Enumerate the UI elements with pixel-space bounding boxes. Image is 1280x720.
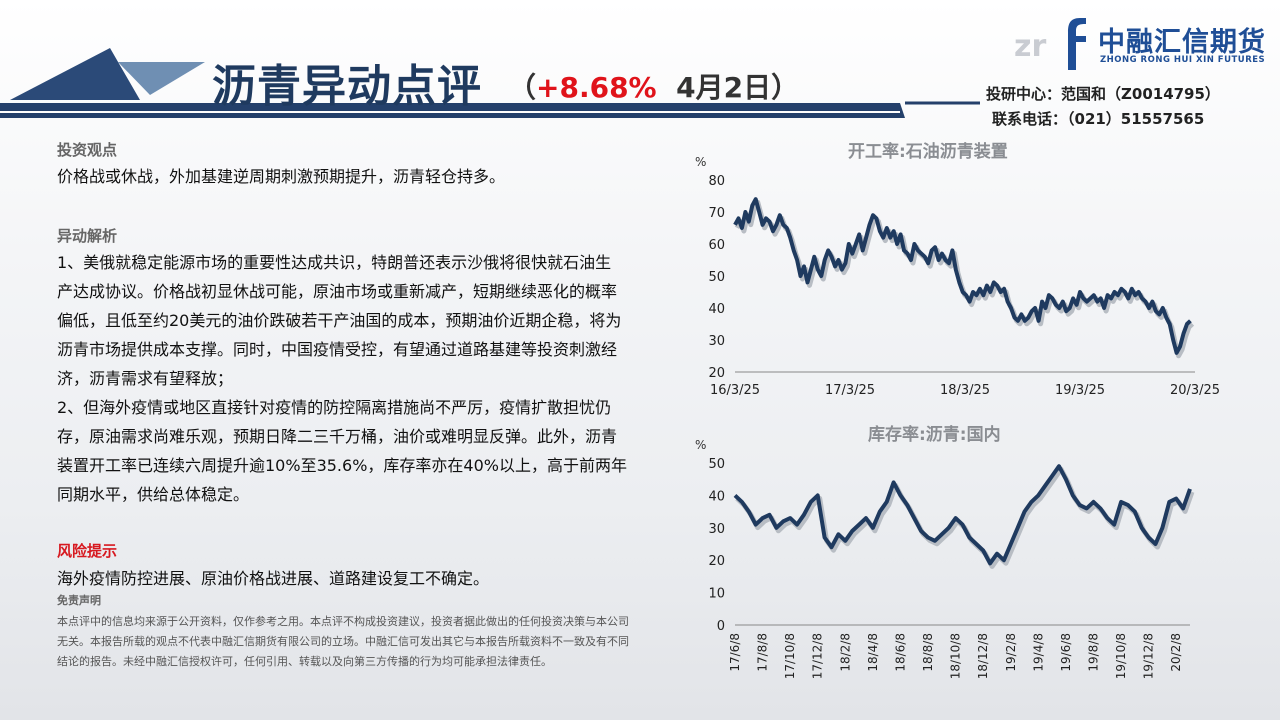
chart2-xtick: 18/2/8 xyxy=(838,633,852,672)
chart2-title: 库存率:沥青:国内 xyxy=(868,425,1001,445)
view-heading: 投资观点 xyxy=(57,141,118,159)
chart-inventory-rate: % 0 10 20 30 40 50 17/6/8 17/8/8 17/10/8 17/12/8 18… xyxy=(695,438,1195,679)
analysis-heading: 异动解析 xyxy=(57,227,118,245)
phone-line: 联系电话：（021）51557565 xyxy=(992,110,1205,128)
subtitle-close: ） xyxy=(771,71,800,104)
svg-text:zr: zr xyxy=(1014,29,1046,64)
chart2-xtick: 17/8/8 xyxy=(756,633,770,672)
chart2-xtick: 19/6/8 xyxy=(1059,633,1073,672)
chart1-ytick: 40 xyxy=(708,302,725,317)
chart2-ytick: 0 xyxy=(717,619,725,634)
chart1-xtick: 16/3/25 xyxy=(710,383,760,398)
chart2-xtick: 19/8/8 xyxy=(1086,633,1100,672)
chart2-xtick: 19/4/8 xyxy=(1031,633,1045,672)
analysis-point-2: 2、但海外疫情或地区直接针对疫情的防控隔离措施尚不严厉，疫情扩散担忧仍存，原油需… xyxy=(57,398,627,504)
chart2-ytick: 20 xyxy=(708,554,725,569)
analyst-line: 投研中心：范国和（Z0014795） xyxy=(986,85,1220,103)
chart2-ytick: 30 xyxy=(708,522,725,537)
chart2-xtick: 18/8/8 xyxy=(921,633,935,672)
chart1-ytick: 30 xyxy=(708,334,725,349)
view-text: 价格战或休战，外加基建逆周期刺激预期提升，沥青轻仓持多。 xyxy=(57,167,506,186)
chart2-ytick: 40 xyxy=(708,489,725,504)
chart1-xtick: 18/3/25 xyxy=(940,383,990,398)
report-date: 4月2日 xyxy=(676,71,772,104)
chart-operating-rate: % 20 30 40 50 60 70 80 16/3/25 17/3/25 18/3/25 19/3… xyxy=(695,155,1220,398)
chart1-ytick: 70 xyxy=(708,206,725,221)
chart1-ytick: 50 xyxy=(708,270,725,285)
chart2-xtick: 19/2/8 xyxy=(1004,633,1018,672)
chart1-xtick: 20/3/25 xyxy=(1170,383,1220,398)
chart2-ytick: 50 xyxy=(708,457,725,472)
chart2-xtick: 19/10/8 xyxy=(1114,633,1128,679)
chart2-xtick: 18/10/8 xyxy=(949,633,963,679)
chart2-ytick: 10 xyxy=(708,587,725,602)
contact-info: 投研中心：范国和（Z0014795） 联系电话：（021）51557565 xyxy=(986,82,1220,132)
chart2-xtick: 20/2/8 xyxy=(1169,633,1183,672)
chart2-series-line xyxy=(733,464,1192,566)
page-title: 沥青异动点评 xyxy=(212,61,482,112)
chart1-ytick: 20 xyxy=(708,366,725,381)
chart1-ytick: 60 xyxy=(708,238,725,253)
disclaimer-text: 本点评中的信息均来源于公开资料，仅作参考之用。本点评不构成投资建议，投资者据此做… xyxy=(57,615,629,668)
chart2-series-shadow xyxy=(735,466,1195,569)
analysis-text: 1、美俄就稳定能源市场的重要性达成共识，特朗普还表示沙俄将很快就石油生产达成协议… xyxy=(57,248,627,509)
chart1-xtick: 17/3/25 xyxy=(825,383,875,398)
header-decoration xyxy=(0,48,980,118)
chart2-xtick: 19/12/8 xyxy=(1142,633,1156,679)
chart1-ylabel: % xyxy=(695,155,706,169)
chart2-xtick: 17/10/8 xyxy=(783,633,797,679)
chart2-xtick: 17/6/8 xyxy=(728,633,742,672)
chart1-xtick: 19/3/25 xyxy=(1055,383,1105,398)
risk-text: 海外疫情防控进展、原油价格战进展、道路建设复工不确定。 xyxy=(57,569,490,588)
chart2-ylabel: % xyxy=(695,438,706,452)
risk-heading: 风险提示 xyxy=(57,542,118,560)
chart2-xtick: 18/6/8 xyxy=(893,633,907,672)
chart1-title: 开工率:石油沥青装置 xyxy=(848,142,1008,162)
chart1-ytick: 80 xyxy=(708,174,725,189)
page-subtitle: （+8.68% 4月2日） xyxy=(508,66,799,106)
price-change: +8.68% xyxy=(536,71,657,104)
subtitle-open: （ xyxy=(508,71,537,104)
chart2-xtick: 17/12/8 xyxy=(811,633,825,679)
chart1-series-line xyxy=(733,197,1192,355)
chart2-xtick: 18/4/8 xyxy=(866,633,880,672)
disclaimer-heading: 免责声明 xyxy=(57,594,101,607)
chart2-xtick: 18/12/8 xyxy=(976,633,990,679)
analysis-point-1: 1、美俄就稳定能源市场的重要性达成共识，特朗普还表示沙俄将很快就石油生产达成协议… xyxy=(57,253,622,388)
company-name-cn: 中融汇信期货 xyxy=(1098,27,1266,58)
company-name-en: ZHONG RONG HUI XIN FUTURES xyxy=(1100,55,1266,65)
company-logo-mark: zr xyxy=(1014,18,1086,70)
